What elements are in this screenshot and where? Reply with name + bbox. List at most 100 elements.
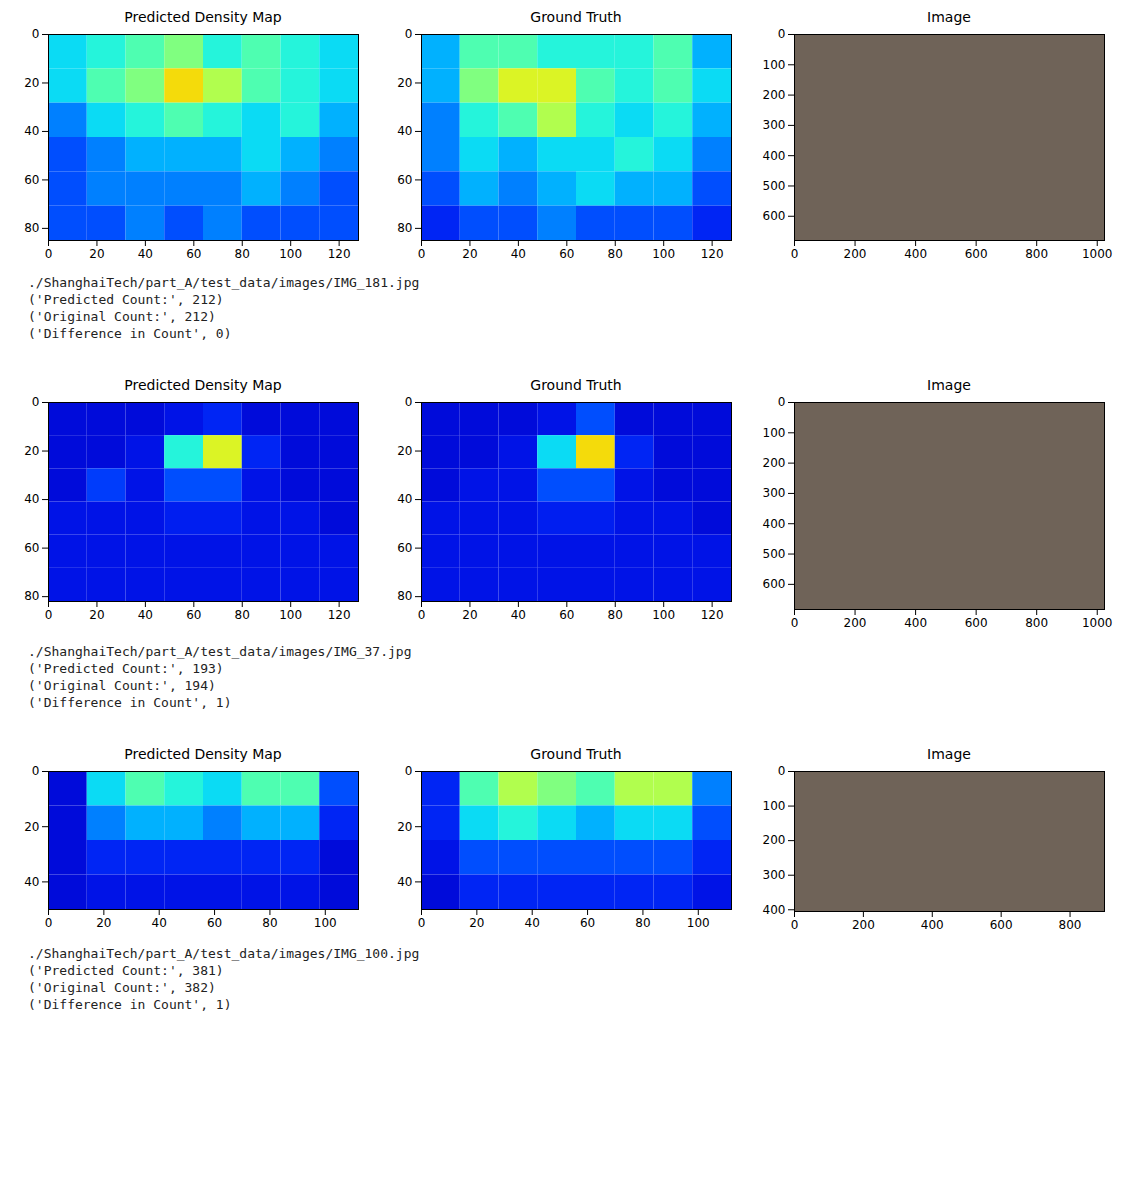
svg-text:20: 20 bbox=[96, 916, 111, 930]
svg-text:20: 20 bbox=[469, 916, 484, 930]
svg-text:40: 40 bbox=[397, 875, 412, 889]
svg-text:100: 100 bbox=[652, 608, 675, 622]
svg-text:200: 200 bbox=[844, 616, 867, 630]
svg-text:0: 0 bbox=[45, 916, 53, 930]
svg-text:0: 0 bbox=[778, 395, 786, 409]
svg-text:40: 40 bbox=[511, 247, 526, 261]
svg-text:0: 0 bbox=[778, 764, 786, 778]
svg-text:60: 60 bbox=[397, 173, 412, 187]
svg-text:80: 80 bbox=[24, 221, 39, 235]
svg-text:80: 80 bbox=[397, 589, 412, 603]
svg-text:0: 0 bbox=[418, 247, 426, 261]
svg-text:100: 100 bbox=[763, 426, 786, 440]
svg-text:800: 800 bbox=[1059, 918, 1082, 932]
svg-text:0: 0 bbox=[32, 27, 40, 41]
svg-text:0: 0 bbox=[791, 918, 799, 932]
svg-text:0: 0 bbox=[405, 395, 413, 409]
svg-text:100: 100 bbox=[652, 247, 675, 261]
svg-text:40: 40 bbox=[24, 875, 39, 889]
svg-text:60: 60 bbox=[397, 541, 412, 555]
svg-text:80: 80 bbox=[608, 608, 623, 622]
svg-text:300: 300 bbox=[763, 486, 786, 500]
svg-text:600: 600 bbox=[990, 918, 1013, 932]
svg-text:0: 0 bbox=[32, 395, 40, 409]
svg-text:40: 40 bbox=[24, 492, 39, 506]
svg-text:40: 40 bbox=[525, 916, 540, 930]
svg-text:80: 80 bbox=[24, 589, 39, 603]
svg-text:20: 20 bbox=[89, 247, 104, 261]
svg-text:20: 20 bbox=[24, 820, 39, 834]
svg-text:0: 0 bbox=[405, 27, 413, 41]
svg-text:0: 0 bbox=[791, 616, 799, 630]
svg-text:20: 20 bbox=[397, 444, 412, 458]
svg-text:400: 400 bbox=[763, 149, 786, 163]
svg-text:100: 100 bbox=[279, 247, 302, 261]
svg-text:80: 80 bbox=[262, 916, 277, 930]
svg-text:20: 20 bbox=[24, 444, 39, 458]
svg-text:200: 200 bbox=[763, 88, 786, 102]
svg-text:60: 60 bbox=[186, 608, 201, 622]
svg-text:0: 0 bbox=[791, 247, 799, 261]
svg-text:1000: 1000 bbox=[1082, 247, 1113, 261]
svg-text:80: 80 bbox=[635, 916, 650, 930]
svg-text:120: 120 bbox=[328, 608, 351, 622]
svg-text:200: 200 bbox=[763, 456, 786, 470]
svg-text:0: 0 bbox=[418, 608, 426, 622]
svg-text:60: 60 bbox=[559, 608, 574, 622]
svg-text:400: 400 bbox=[904, 247, 927, 261]
svg-text:1000: 1000 bbox=[1082, 616, 1113, 630]
svg-text:100: 100 bbox=[279, 608, 302, 622]
svg-text:20: 20 bbox=[397, 820, 412, 834]
svg-text:300: 300 bbox=[763, 118, 786, 132]
svg-text:600: 600 bbox=[965, 616, 988, 630]
svg-text:120: 120 bbox=[328, 247, 351, 261]
svg-text:0: 0 bbox=[45, 247, 53, 261]
svg-text:100: 100 bbox=[314, 916, 337, 930]
svg-text:600: 600 bbox=[763, 577, 786, 591]
svg-text:600: 600 bbox=[763, 209, 786, 223]
svg-text:40: 40 bbox=[24, 124, 39, 138]
svg-text:40: 40 bbox=[138, 247, 153, 261]
svg-text:200: 200 bbox=[844, 247, 867, 261]
svg-text:500: 500 bbox=[763, 179, 786, 193]
svg-text:60: 60 bbox=[207, 916, 222, 930]
svg-text:800: 800 bbox=[1025, 247, 1048, 261]
svg-text:100: 100 bbox=[763, 799, 786, 813]
svg-text:100: 100 bbox=[687, 916, 710, 930]
svg-text:60: 60 bbox=[24, 541, 39, 555]
svg-text:20: 20 bbox=[89, 608, 104, 622]
svg-text:40: 40 bbox=[397, 492, 412, 506]
svg-text:60: 60 bbox=[559, 247, 574, 261]
svg-text:0: 0 bbox=[45, 608, 53, 622]
svg-text:100: 100 bbox=[763, 58, 786, 72]
svg-text:120: 120 bbox=[701, 608, 724, 622]
svg-text:400: 400 bbox=[921, 918, 944, 932]
svg-text:20: 20 bbox=[397, 76, 412, 90]
svg-text:40: 40 bbox=[138, 608, 153, 622]
svg-text:0: 0 bbox=[418, 916, 426, 930]
svg-text:60: 60 bbox=[186, 247, 201, 261]
svg-text:20: 20 bbox=[462, 247, 477, 261]
svg-text:400: 400 bbox=[904, 616, 927, 630]
svg-text:400: 400 bbox=[763, 903, 786, 917]
svg-text:800: 800 bbox=[1025, 616, 1048, 630]
svg-text:80: 80 bbox=[235, 247, 250, 261]
svg-text:120: 120 bbox=[701, 247, 724, 261]
svg-text:0: 0 bbox=[32, 764, 40, 778]
svg-text:300: 300 bbox=[763, 868, 786, 882]
svg-text:80: 80 bbox=[608, 247, 623, 261]
svg-text:40: 40 bbox=[152, 916, 167, 930]
svg-text:400: 400 bbox=[763, 517, 786, 531]
svg-text:200: 200 bbox=[852, 918, 875, 932]
svg-text:0: 0 bbox=[778, 27, 786, 41]
svg-text:60: 60 bbox=[580, 916, 595, 930]
svg-text:20: 20 bbox=[24, 76, 39, 90]
svg-text:40: 40 bbox=[397, 124, 412, 138]
svg-text:40: 40 bbox=[511, 608, 526, 622]
svg-text:20: 20 bbox=[462, 608, 477, 622]
svg-text:200: 200 bbox=[763, 833, 786, 847]
svg-text:60: 60 bbox=[24, 173, 39, 187]
svg-text:600: 600 bbox=[965, 247, 988, 261]
svg-text:0: 0 bbox=[405, 764, 413, 778]
svg-text:80: 80 bbox=[235, 608, 250, 622]
